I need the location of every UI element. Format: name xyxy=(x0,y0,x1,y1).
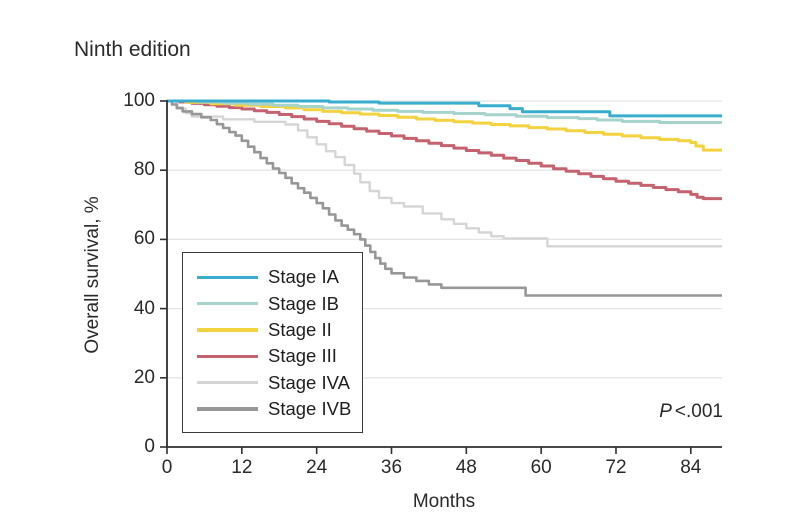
curve-stage-ia xyxy=(167,99,722,118)
curve-stage-ivb xyxy=(167,99,722,297)
legend-item-stage-ivb: Stage IVB xyxy=(183,396,362,422)
p-value-annotation: P <.001 xyxy=(659,401,723,423)
y-tick-label-80: 80 xyxy=(133,159,155,181)
legend-label: Stage IA xyxy=(268,266,339,288)
x-tick-label-12: 12 xyxy=(231,457,253,478)
y-tick-label-100: 100 xyxy=(123,90,155,111)
y-tick-label-0: 0 xyxy=(144,436,155,457)
curve-stage-ii xyxy=(167,99,722,152)
curves xyxy=(167,99,722,297)
curve-stage-ib xyxy=(167,99,722,124)
y-tick-label-60: 60 xyxy=(133,228,155,250)
legend-item-stage-ii: Stage II xyxy=(183,317,362,343)
x-tick-label-48: 48 xyxy=(455,457,477,478)
legend-item-stage-iii: Stage III xyxy=(183,343,362,369)
x-tick-label-24: 24 xyxy=(306,457,328,478)
legend-swatch-stage-iii xyxy=(197,354,258,359)
legend-box: Stage IA Stage IB Stage II Stage III Stage I… xyxy=(182,252,363,433)
axes xyxy=(166,100,722,448)
legend-label: Stage IB xyxy=(268,292,339,314)
legend-label: Stage IVA xyxy=(268,371,350,393)
x-tick-label-60: 60 xyxy=(530,457,552,478)
legend-swatch-stage-ia xyxy=(197,275,258,279)
legend-swatch-stage-ib xyxy=(197,301,258,306)
tick-marks xyxy=(160,100,692,454)
x-tick-label-0: 0 xyxy=(161,457,173,478)
legend-item-stage-iva: Stage IVA xyxy=(183,370,362,396)
x-tick-label-84: 84 xyxy=(680,457,702,478)
legend-swatch-stage-ivb xyxy=(197,407,258,411)
panel-title: Ninth edition xyxy=(74,38,191,61)
x-tick-label-72: 72 xyxy=(605,457,627,478)
y-tick-label-40: 40 xyxy=(133,297,155,319)
y-tick-label-20: 20 xyxy=(133,366,155,388)
legend-label: Stage III xyxy=(268,345,337,367)
legend-swatch-stage-iva xyxy=(197,381,258,385)
legend-label: Stage II xyxy=(268,318,332,340)
y-axis-title: Overall survival, % xyxy=(82,196,103,354)
p-symbol: P xyxy=(659,401,672,422)
x-axis-title: Months xyxy=(412,491,476,512)
x-tick-label-36: 36 xyxy=(380,457,403,478)
legend-item-stage-ib: Stage IB xyxy=(183,290,362,316)
legend-item-stage-ia: Stage IA xyxy=(183,264,362,290)
gridlines xyxy=(167,100,722,379)
curve-stage-iva xyxy=(167,99,722,248)
p-value-text: <.001 xyxy=(674,401,723,422)
legend-label: Stage IVB xyxy=(268,398,352,420)
curve-stage-iii xyxy=(167,99,722,201)
legend-swatch-stage-ii xyxy=(197,328,258,332)
